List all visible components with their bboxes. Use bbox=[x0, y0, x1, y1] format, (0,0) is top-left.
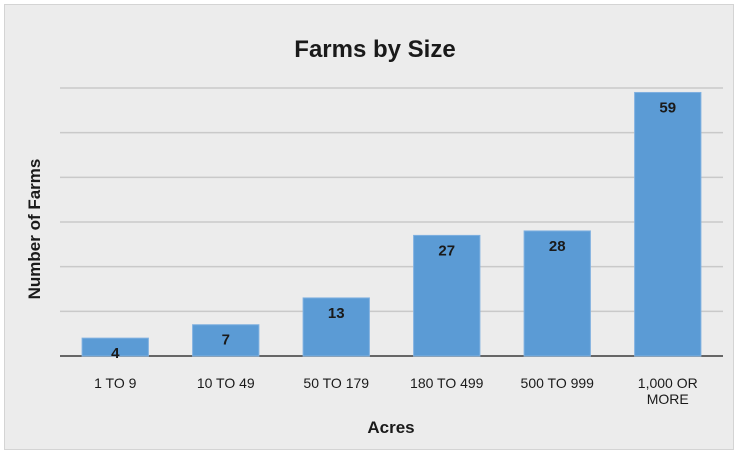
bar bbox=[81, 337, 149, 357]
bar bbox=[302, 297, 370, 357]
chart-title: Farms by Size bbox=[294, 36, 455, 63]
y-axis-title: Number of Farms bbox=[25, 159, 44, 300]
x-tick-label: 1,000 OR MORE bbox=[638, 375, 698, 407]
bar-chart: Farms by Size 4 7 13 27 28 59 1 TO 9 10 TO 49 5… bbox=[25, 36, 723, 437]
x-tick-labels: 1 TO 9 10 TO 49 50 TO 179 180 TO 499 500 TO … bbox=[94, 375, 698, 407]
x-tick-label: 10 TO 49 bbox=[197, 375, 255, 391]
chart-area: Farms by Size 4 7 13 27 28 59 1 TO 9 10 TO 49 5… bbox=[4, 4, 734, 450]
bars bbox=[81, 91, 702, 357]
data-label: 27 bbox=[438, 242, 455, 259]
x-tick-label: 1 TO 9 bbox=[94, 375, 137, 391]
data-label: 13 bbox=[328, 305, 345, 322]
bar bbox=[523, 230, 591, 357]
data-label: 4 bbox=[111, 345, 120, 362]
x-tick-label: 50 TO 179 bbox=[303, 375, 369, 391]
x-tick-label: 500 TO 999 bbox=[521, 375, 595, 391]
bar bbox=[192, 324, 260, 357]
gridlines bbox=[60, 87, 723, 357]
bar bbox=[634, 91, 702, 357]
x-axis-title: Acres bbox=[367, 418, 414, 437]
x-tick-label: 180 TO 499 bbox=[410, 375, 484, 391]
data-label: 7 bbox=[222, 332, 230, 349]
bar bbox=[413, 234, 481, 357]
data-label: 59 bbox=[659, 99, 676, 116]
data-label: 28 bbox=[549, 238, 566, 255]
data-labels: 4 7 13 27 28 59 bbox=[111, 99, 676, 362]
